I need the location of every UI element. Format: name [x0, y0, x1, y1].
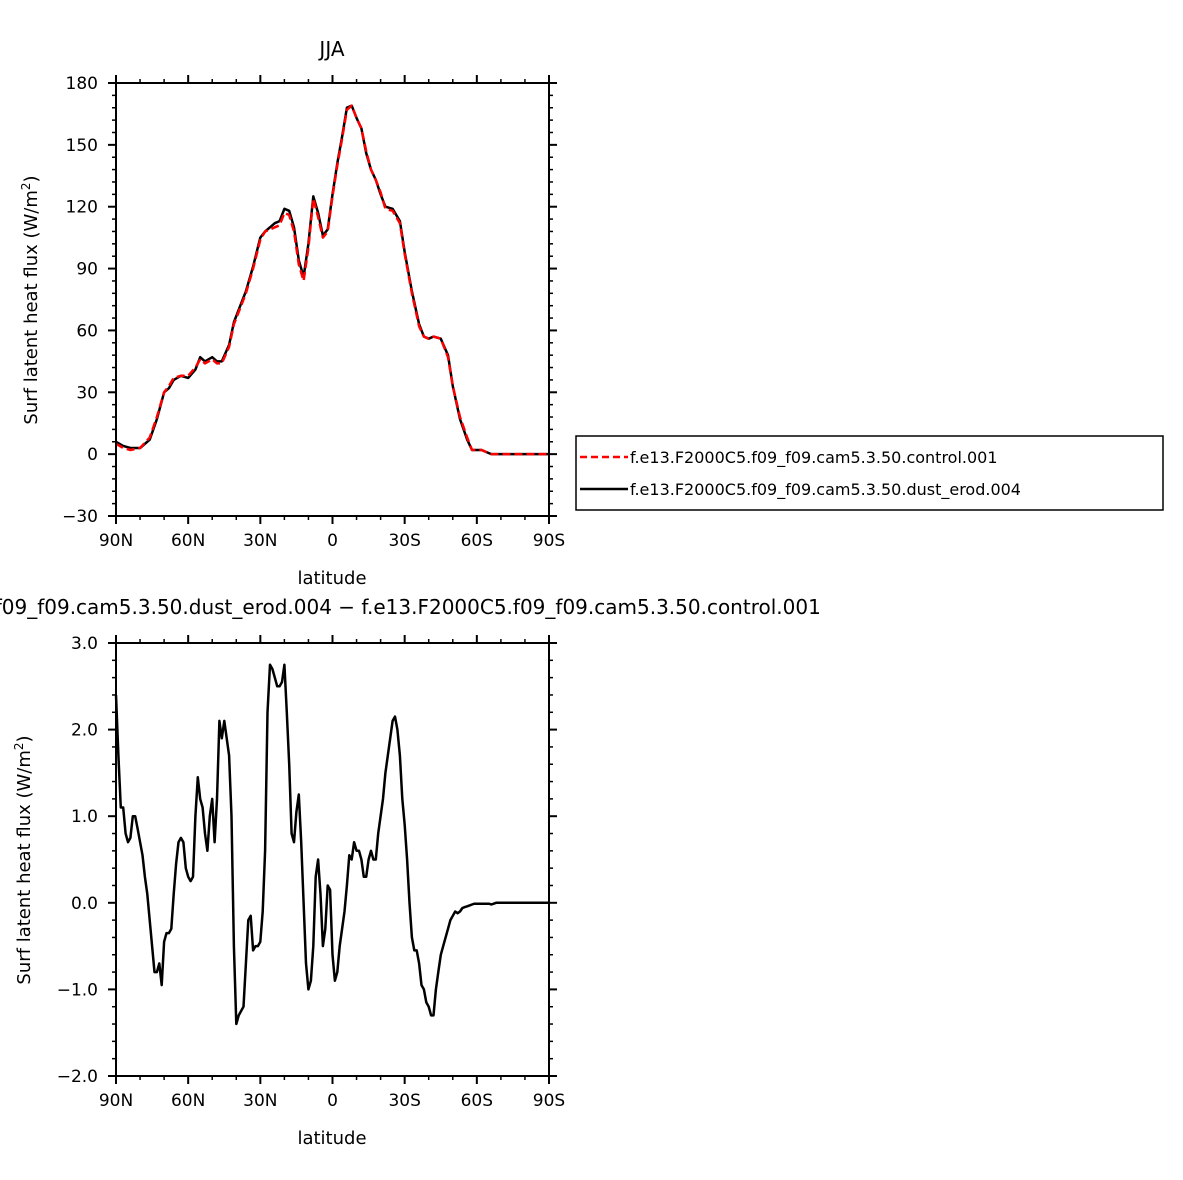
- top-y-axis-label-sup: 2: [19, 182, 33, 190]
- bottom-y-tick-label: 1.0: [71, 807, 98, 827]
- top-chart-title: JJA: [317, 37, 344, 61]
- legend-label-control: f.e13.F2000C5.f09_f09.cam5.3.50.control.…: [630, 448, 998, 468]
- bottom-x-tick-label: 30N: [243, 1091, 277, 1111]
- bottom-x-tick-label: 60N: [171, 1091, 205, 1111]
- legend: f.e13.F2000C5.f09_f09.cam5.3.50.control.…: [575, 435, 1164, 511]
- bottom-series-group: [114, 663, 549, 1026]
- bottom-y-tick-label: 3.0: [71, 634, 98, 654]
- top-x-tick-label: 0: [327, 531, 338, 551]
- top-y-tick-label: 30: [76, 383, 98, 403]
- legend-box: [575, 435, 1164, 511]
- top-y-axis-label-end: ): [21, 175, 42, 182]
- bottom-x-tick-label: 30S: [388, 1091, 420, 1111]
- top-y-tick-label: 0: [87, 445, 98, 465]
- bottom-plot-frame: [115, 642, 550, 1077]
- top-series-line-0: [115, 104, 549, 456]
- bottom-panel: f.e13.F2000C5.f09_f09.cam5.3.50.dust_ero…: [0, 595, 821, 1149]
- bottom-y-tick-label: 0.0: [71, 894, 98, 914]
- bottom-y-axis-label: Surf latent heat flux (W/m2): [12, 735, 35, 984]
- bottom-x-tick-label: 60S: [461, 1091, 493, 1111]
- top-y-tick-label: 60: [76, 321, 98, 341]
- top-panel: JJA −30 0 30 60 90 120 150 180 90N 60N 30N 0 30S 60S 9…: [19, 37, 1164, 589]
- bottom-chart-title: f.e13.F2000C5.f09_f09.cam5.3.50.dust_ero…: [0, 595, 821, 619]
- top-y-tick-label: 150: [66, 136, 98, 156]
- bottom-y-axis-label-end: ): [14, 735, 35, 742]
- top-y-tick-label: 180: [66, 74, 98, 94]
- bottom-y-tick-label: −2.0: [57, 1067, 98, 1087]
- top-x-tick-label: 60S: [461, 531, 493, 551]
- top-plot-frame: [115, 82, 550, 517]
- legend-label-dust-erod: f.e13.F2000C5.f09_f09.cam5.3.50.dust_ero…: [630, 480, 1021, 500]
- top-x-tick-label: 90S: [533, 531, 565, 551]
- top-y-axis-label-main: Surf latent heat flux (W/m: [21, 190, 42, 424]
- bottom-axis-ticks: −2.0 −1.0 0.0 1.0 2.0 3.0 90N 60N 30N 0 30S 60S 90S: [57, 634, 566, 1111]
- bottom-y-tick-label: 2.0: [71, 721, 98, 741]
- top-series-line-1: [115, 104, 549, 456]
- bottom-x-tick-label: 0: [327, 1091, 338, 1111]
- bottom-y-tick-label: −1.0: [57, 980, 98, 1000]
- top-y-tick-label: −30: [62, 507, 98, 527]
- top-x-tick-label: 60N: [171, 531, 205, 551]
- bottom-x-axis-label: latitude: [297, 1128, 366, 1149]
- top-y-tick-label: 90: [76, 260, 98, 280]
- bottom-y-axis-label-sup: 2: [12, 742, 26, 750]
- top-y-axis-label: Surf latent heat flux (W/m2): [19, 175, 42, 424]
- top-x-axis-label: latitude: [297, 568, 366, 589]
- bottom-x-tick-label: 90N: [99, 1091, 133, 1111]
- top-x-tick-label: 90N: [99, 531, 133, 551]
- bottom-x-tick-label: 90S: [533, 1091, 565, 1111]
- bottom-series-line-0: [114, 663, 549, 1026]
- top-y-tick-label: 120: [66, 198, 98, 218]
- top-x-tick-label: 30N: [243, 531, 277, 551]
- top-series-group: [115, 104, 549, 456]
- top-x-tick-label: 30S: [388, 531, 420, 551]
- top-axis-ticks: −30 0 30 60 90 120 150 180 90N 60N 30N 0 30S 60S 90S: [62, 74, 565, 551]
- bottom-y-axis-label-main: Surf latent heat flux (W/m: [14, 750, 35, 984]
